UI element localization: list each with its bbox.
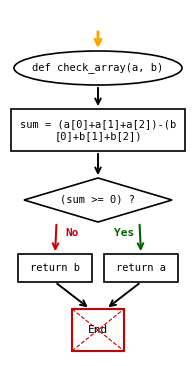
Text: return b: return b xyxy=(30,263,80,273)
Bar xyxy=(18,254,92,282)
Text: sum = (a[0]+a[1]+a[2])-(b
[0]+b[1]+b[2]): sum = (a[0]+a[1]+a[2])-(b [0]+b[1]+b[2]) xyxy=(20,119,176,141)
Text: return a: return a xyxy=(116,263,166,273)
Ellipse shape xyxy=(14,51,182,85)
Bar xyxy=(11,109,185,151)
Text: def check_array(a, b): def check_array(a, b) xyxy=(32,63,164,74)
Bar xyxy=(104,254,178,282)
Text: (sum >= 0) ?: (sum >= 0) ? xyxy=(61,195,135,205)
Text: No: No xyxy=(65,228,79,238)
Bar xyxy=(72,309,124,351)
Text: End: End xyxy=(88,325,108,335)
Text: Yes: Yes xyxy=(114,228,134,238)
Polygon shape xyxy=(24,178,172,222)
